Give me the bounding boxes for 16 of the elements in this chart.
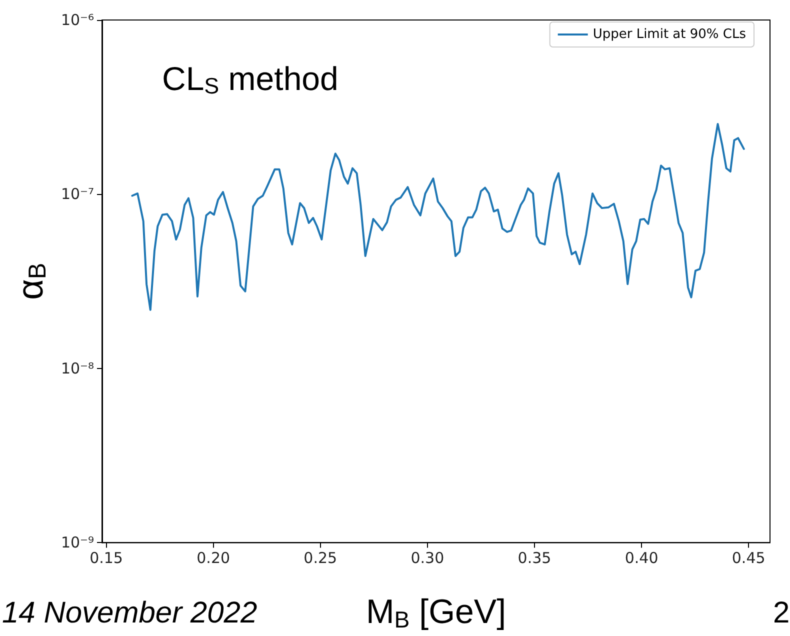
text: 14 November 2022 [2,596,258,630]
y-tick-label: 10⁻⁸ [60,359,94,378]
x-tick-label: 0.45 [732,549,766,568]
y-tick-label: 10⁻⁹ [60,534,94,552]
x-tick-label: 0.40 [624,549,658,568]
text: 2 [773,596,790,630]
y-tick-label: 10⁻⁷ [60,185,94,204]
x-tick-label: 0.25 [304,549,338,568]
x-tick-label: 0.30 [410,549,444,568]
x-tick-label: 0.35 [518,549,552,568]
x-tick-label: 0.15 [90,549,123,568]
x-tick-label: 0.20 [196,549,230,568]
y-tick-label: 10⁻⁶ [60,11,94,29]
line-series [131,122,745,311]
y-axis-title: αB [9,262,52,300]
legend-label: Upper Limit at 90% CLs [592,27,746,42]
